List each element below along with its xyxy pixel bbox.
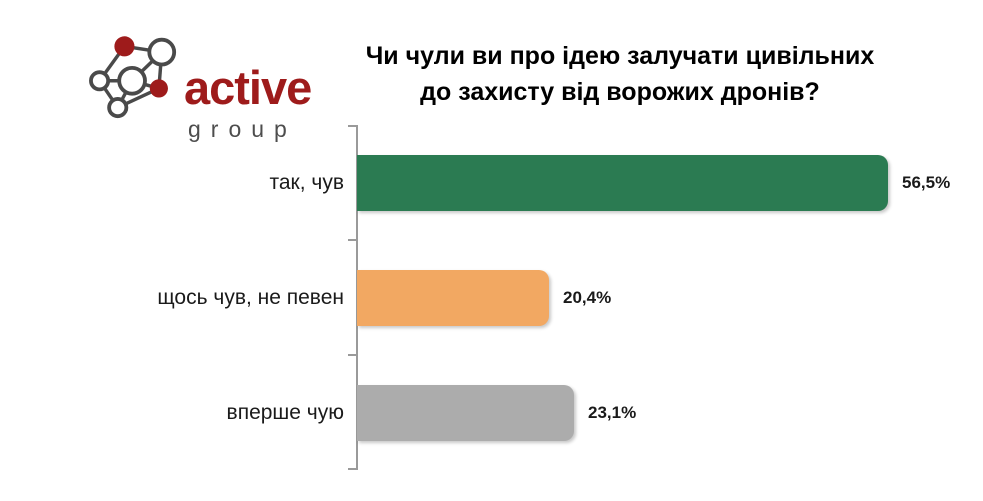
axis-tick [348, 125, 357, 127]
bar-area: 23,1% [357, 384, 637, 441]
active-group-logo: active group [86, 30, 336, 141]
axis-tick [348, 468, 357, 470]
bar-yes-heard [357, 154, 888, 211]
bar-heard-something [357, 269, 549, 326]
brand-subname: group [188, 116, 297, 142]
chart-title-line-2: до захисту від ворожих дронів? [420, 78, 820, 106]
category-label: вперше чую [226, 400, 344, 424]
chart-title: Чи чули ви про ідею залучати цивільних д… [330, 38, 910, 110]
bar-first-time [357, 384, 574, 441]
axis-tick [348, 354, 357, 356]
chart-row: вперше чую 23,1% [0, 355, 983, 470]
value-label: 20,4% [563, 287, 612, 307]
chart-row: щось чув, не певен 20,4% [0, 240, 983, 355]
category-label: так, чув [269, 170, 344, 194]
bar-area: 56,5% [357, 154, 951, 211]
chart-row: так, чув 56,5% [0, 125, 983, 240]
category-label: щось чув, не певен [157, 285, 344, 309]
value-label: 56,5% [902, 172, 951, 192]
value-label: 23,1% [588, 402, 637, 422]
network-graph-icon [89, 36, 177, 119]
bar-area: 20,4% [357, 269, 612, 326]
brand-name: active [184, 61, 312, 114]
chart-title-line-1: Чи чули ви про ідею залучати цивільних [365, 42, 875, 70]
axis-tick [348, 239, 357, 241]
